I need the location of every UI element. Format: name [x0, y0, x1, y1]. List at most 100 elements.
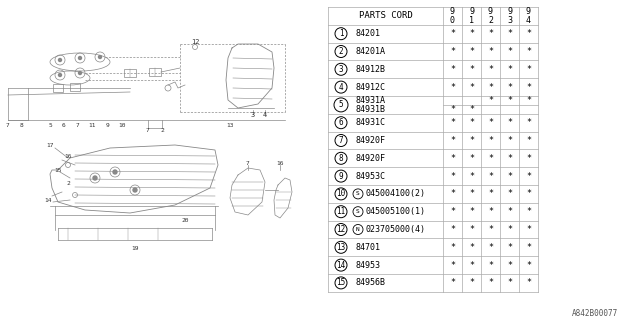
Text: *: *	[450, 29, 455, 38]
Text: *: *	[526, 260, 531, 270]
Text: *: *	[507, 260, 512, 270]
Text: 2: 2	[339, 47, 343, 56]
Text: *: *	[469, 105, 474, 114]
Text: 20: 20	[181, 218, 189, 222]
Text: *: *	[469, 118, 474, 127]
Text: 84920F: 84920F	[355, 154, 385, 163]
Text: 13: 13	[337, 243, 346, 252]
Text: *: *	[450, 154, 455, 163]
Text: 4: 4	[263, 112, 267, 118]
Bar	[124, 69, 136, 77]
Text: *: *	[507, 278, 512, 287]
Text: *: *	[507, 47, 512, 56]
Circle shape	[79, 71, 81, 75]
Text: 1: 1	[339, 29, 343, 38]
Text: *: *	[488, 136, 493, 145]
Text: 11: 11	[337, 207, 346, 216]
Text: 9
0: 9 0	[450, 7, 455, 25]
Text: *: *	[526, 207, 531, 216]
Text: *: *	[450, 65, 455, 74]
Text: 10: 10	[118, 123, 125, 127]
Text: 84912C: 84912C	[355, 83, 385, 92]
Text: *: *	[469, 278, 474, 287]
Text: *: *	[450, 243, 455, 252]
Text: *: *	[469, 207, 474, 216]
Text: *: *	[507, 243, 512, 252]
Text: 7: 7	[146, 127, 150, 132]
Text: 19: 19	[131, 245, 139, 251]
Text: *: *	[488, 172, 493, 180]
Text: *: *	[526, 189, 531, 198]
Text: 9: 9	[339, 172, 343, 180]
Text: 5: 5	[48, 123, 52, 127]
Text: *: *	[507, 154, 512, 163]
Text: 10: 10	[337, 189, 346, 198]
Text: *: *	[469, 154, 474, 163]
Text: *: *	[488, 83, 493, 92]
Text: *: *	[526, 225, 531, 234]
Text: 16: 16	[276, 161, 284, 165]
Text: 2: 2	[160, 127, 164, 132]
Text: 84931A: 84931A	[355, 96, 385, 105]
Text: *: *	[469, 29, 474, 38]
Text: *: *	[450, 207, 455, 216]
Text: 12: 12	[337, 225, 346, 234]
Text: *: *	[507, 225, 512, 234]
Text: *: *	[507, 118, 512, 127]
Text: 84201: 84201	[355, 29, 380, 38]
Text: *: *	[526, 243, 531, 252]
Circle shape	[113, 170, 117, 174]
Text: 84931B: 84931B	[355, 105, 385, 114]
Text: 6: 6	[339, 118, 343, 127]
Text: *: *	[526, 65, 531, 74]
Text: *: *	[450, 172, 455, 180]
Text: 84912B: 84912B	[355, 65, 385, 74]
Text: *: *	[507, 96, 512, 105]
Text: *: *	[450, 278, 455, 287]
Text: 023705000(4): 023705000(4)	[366, 225, 426, 234]
Text: *: *	[526, 29, 531, 38]
Bar	[70, 83, 80, 91]
Circle shape	[133, 188, 137, 192]
Text: 84931C: 84931C	[355, 118, 385, 127]
Text: 84920F: 84920F	[355, 136, 385, 145]
Text: *: *	[488, 29, 493, 38]
Text: *: *	[507, 136, 512, 145]
Text: 6: 6	[61, 123, 65, 127]
Circle shape	[79, 57, 81, 60]
Circle shape	[58, 59, 61, 61]
Text: *: *	[450, 118, 455, 127]
Text: *: *	[469, 65, 474, 74]
Text: *: *	[450, 105, 455, 114]
Text: 3: 3	[251, 112, 255, 118]
Text: 16: 16	[64, 154, 72, 158]
Text: *: *	[507, 83, 512, 92]
Text: *: *	[526, 118, 531, 127]
Bar	[53, 84, 63, 92]
Text: 84701: 84701	[355, 243, 380, 252]
Text: *: *	[488, 189, 493, 198]
Text: *: *	[526, 136, 531, 145]
Text: *: *	[450, 225, 455, 234]
Text: 3: 3	[339, 65, 343, 74]
Text: *: *	[526, 154, 531, 163]
Text: 5: 5	[339, 100, 343, 109]
Text: *: *	[526, 96, 531, 105]
Text: 7: 7	[246, 161, 250, 165]
Circle shape	[58, 74, 61, 76]
Text: *: *	[488, 47, 493, 56]
Text: *: *	[450, 260, 455, 270]
Text: 84201A: 84201A	[355, 47, 385, 56]
Text: 8: 8	[20, 123, 24, 127]
Text: 9
1: 9 1	[469, 7, 474, 25]
Text: 15: 15	[54, 167, 61, 172]
Text: *: *	[488, 278, 493, 287]
Text: *: *	[507, 189, 512, 198]
Text: 7: 7	[6, 123, 10, 127]
Text: 12: 12	[191, 39, 199, 45]
Text: *: *	[526, 278, 531, 287]
Text: N: N	[356, 227, 360, 232]
Text: 14: 14	[337, 260, 346, 270]
Text: *: *	[488, 65, 493, 74]
Text: 13: 13	[227, 123, 234, 127]
